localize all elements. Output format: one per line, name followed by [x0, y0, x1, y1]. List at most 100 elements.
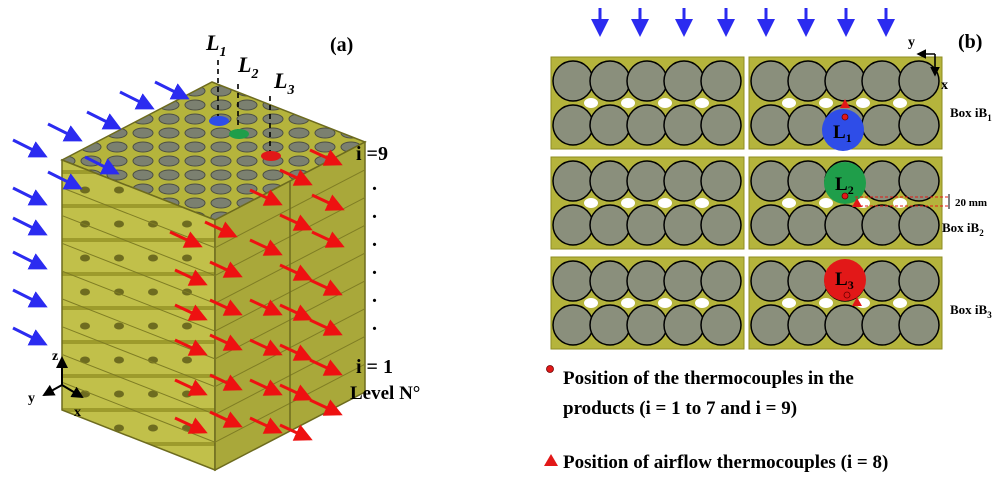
level-line-left — [61, 326, 216, 388]
product-circle — [898, 260, 940, 302]
product-circle — [700, 104, 742, 146]
marker-l1-blue — [209, 116, 229, 126]
label-l2: L2 — [237, 52, 258, 82]
product-circle — [750, 104, 792, 146]
vent-hole — [584, 298, 598, 308]
vent-hole — [695, 198, 709, 208]
airflow-out-arrow — [309, 398, 343, 416]
level-caption: Level N° — [350, 383, 420, 404]
product-circle — [861, 260, 903, 302]
airflow-out-arrow — [174, 303, 208, 321]
product-circle — [626, 160, 668, 202]
vent-hole — [584, 98, 598, 108]
vent-hole — [658, 98, 672, 108]
box-label-1: Box iB1 — [950, 105, 992, 123]
svg-text:L2: L2 — [835, 174, 854, 197]
legend-airflow: Position of airflow thermocouples (i = 8… — [563, 452, 888, 473]
product-circle — [700, 304, 742, 346]
airflow-out-arrow — [174, 268, 208, 286]
level-line-left — [61, 242, 216, 304]
level-dots: . . . . . . — [372, 173, 377, 335]
airflow-out-arrow — [204, 220, 238, 238]
l2-marker: L2 — [824, 162, 866, 207]
product-circle — [700, 260, 742, 302]
product-circle — [552, 304, 594, 346]
axis-y-label-b: y — [908, 35, 915, 50]
airflow-out-arrow — [279, 423, 313, 441]
product-circle — [626, 104, 668, 146]
box-grid — [550, 56, 943, 350]
product-circle — [824, 204, 866, 246]
vent-hole — [893, 98, 907, 108]
product-circle — [750, 304, 792, 346]
vent-hole — [819, 298, 833, 308]
product-circle — [898, 60, 940, 102]
axes-triad-a: z y x — [28, 349, 84, 420]
legend-dot-icon — [546, 365, 554, 373]
airflow-out-arrow — [249, 188, 283, 206]
product-circle — [861, 104, 903, 146]
product-circle — [700, 60, 742, 102]
level-bottom-label: i = 1 — [356, 356, 393, 378]
airflow-out-arrow — [309, 358, 343, 376]
airflow-out-arrow — [309, 148, 343, 166]
airflow-out-arrow — [249, 416, 283, 434]
legend: Position of the thermocouples in the pro… — [544, 365, 888, 473]
airflow-out-arrow — [249, 298, 283, 316]
level-line-left — [61, 215, 216, 277]
airflow-out-arrow — [309, 278, 343, 296]
product-circle — [589, 160, 631, 202]
box-label-3: Box iB3 — [950, 302, 992, 320]
product-circle — [700, 204, 742, 246]
product-circle — [898, 160, 940, 202]
vent-hole — [782, 98, 796, 108]
label-l1: L1 — [205, 30, 226, 60]
product-circle — [589, 204, 631, 246]
airflow-in-arrow — [86, 110, 122, 130]
airflow-in-arrow — [12, 326, 48, 346]
airflow-down-arrows — [591, 8, 895, 37]
airflow-in-arrow — [12, 216, 48, 236]
vent-hole — [621, 98, 635, 108]
product-circle — [750, 204, 792, 246]
svg-text:.: . — [372, 229, 377, 251]
product-circle — [750, 160, 792, 202]
airflow-in-arrow — [119, 90, 155, 110]
airflow-in-arrow — [12, 138, 48, 158]
l1-marker: L1 — [822, 99, 864, 151]
airflow-out-arrow — [279, 343, 313, 361]
product-circle — [750, 260, 792, 302]
product-circle — [750, 60, 792, 102]
vent-hole — [695, 298, 709, 308]
vent-hole — [621, 198, 635, 208]
axes-triad-b: y x — [908, 35, 948, 93]
product-circle — [663, 104, 705, 146]
product-circle — [787, 260, 829, 302]
product-circle — [824, 304, 866, 346]
product-circle — [663, 204, 705, 246]
vent-hole — [819, 98, 833, 108]
svg-text:.: . — [372, 285, 377, 307]
marker-l3-red — [261, 151, 281, 161]
panel-b: (b) L1 L2 L3 20 mm — [544, 8, 992, 473]
product-circle — [626, 304, 668, 346]
airflow-out-arrow — [279, 168, 313, 186]
airflow-out-arrow — [279, 383, 313, 401]
airflow-in-arrows — [12, 80, 190, 346]
vent-hole — [893, 298, 907, 308]
product-circle — [552, 204, 594, 246]
vent-hole — [782, 198, 796, 208]
airflow-in-arrow — [12, 250, 48, 270]
airflow-out-arrow — [209, 410, 243, 428]
product-circle — [787, 204, 829, 246]
product-circle — [626, 204, 668, 246]
airflow-out-arrow — [279, 263, 313, 281]
product-circle — [589, 60, 631, 102]
svg-text:.: . — [372, 201, 377, 223]
product-circle — [787, 304, 829, 346]
product-circle — [663, 304, 705, 346]
product-circle — [824, 60, 866, 102]
airflow-in-arrow — [154, 80, 190, 100]
airflow-out-arrow — [209, 260, 243, 278]
